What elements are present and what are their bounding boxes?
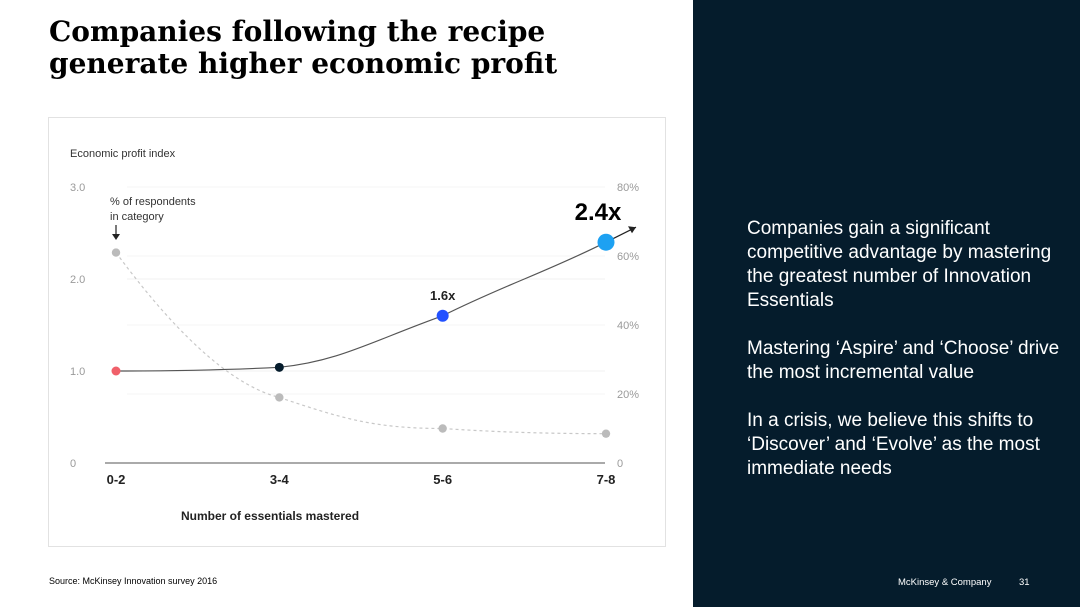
panel-paragraph-2: Mastering ‘Aspire’ and ‘Choose’ drive th… xyxy=(747,338,1060,383)
multiplier-label-1-6x: 1.6x xyxy=(430,288,456,303)
panel-text: Companies gain a significant competitive… xyxy=(747,217,1067,505)
economic-profit-point xyxy=(597,233,615,251)
respondents-share-point xyxy=(111,248,121,257)
y2-tick-label: 40% xyxy=(617,320,639,332)
respondents-annotation-line-2: in category xyxy=(110,211,164,223)
x-tick-label: 0-2 xyxy=(107,472,126,487)
respondents-share-point xyxy=(601,429,611,438)
y-axis-title: Economic profit index xyxy=(70,148,176,160)
y2-tick-label: 80% xyxy=(617,182,639,194)
economic-profit-point xyxy=(274,362,284,372)
y-tick-label: 2.0 xyxy=(70,274,85,286)
x-tick-label: 5-6 xyxy=(433,472,452,487)
y2-tick-label: 20% xyxy=(617,389,639,401)
respondents-share-point xyxy=(438,424,447,433)
respondents-annotation-line-1: % of respondents xyxy=(110,196,196,208)
economic-profit-line xyxy=(115,241,607,372)
y-tick-label: 3.0 xyxy=(70,182,85,194)
respondents-share-point xyxy=(275,393,284,402)
multiplier-label-2-4x: 2.4x xyxy=(575,199,622,226)
page-number: 31 xyxy=(1019,577,1030,588)
slide-title: Companies following the recipe generate … xyxy=(49,15,558,80)
source-note: Source: McKinsey Innovation survey 2016 xyxy=(49,576,218,586)
x-axis-title: Number of essentials mastered xyxy=(181,509,359,523)
panel-paragraph-3: In a crisis, we believe this shifts to ‘… xyxy=(747,410,1040,479)
economic-profit-chart: Economic profit index 0 1.0 2.0 3.0 0 20% 40% 60… xyxy=(70,148,639,523)
respondents-annotation-arrow-head xyxy=(112,234,120,240)
y-tick-label: 0 xyxy=(70,458,76,470)
x-tick-label: 3-4 xyxy=(270,472,290,487)
right-panel: Companies gain a significant competitive… xyxy=(693,0,1080,607)
economic-profit-point xyxy=(111,366,121,376)
y-tick-label: 1.0 xyxy=(70,366,85,378)
footer-brand: McKinsey & Company xyxy=(898,577,992,588)
y2-tick-label: 60% xyxy=(617,251,639,263)
panel-paragraph-1: Companies gain a significant competitive… xyxy=(747,218,1052,311)
x-tick-label: 7-8 xyxy=(597,472,616,487)
trend-arrow-head xyxy=(628,226,636,234)
y2-tick-label: 0 xyxy=(617,458,623,470)
respondents-share-line xyxy=(115,252,607,435)
chart-card: Economic profit index 0 1.0 2.0 3.0 0 20% 40% 60… xyxy=(48,117,666,547)
economic-profit-point xyxy=(436,309,449,322)
